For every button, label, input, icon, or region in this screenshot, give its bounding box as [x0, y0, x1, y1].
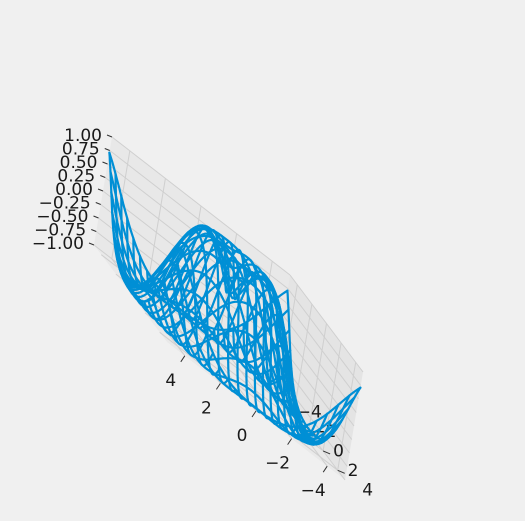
x-tick-mark [322, 465, 328, 473]
x-tick-mark [215, 383, 221, 390]
wire-line-constant-x [169, 229, 245, 400]
wire-line-constant-x [126, 217, 202, 347]
z-tick-mark [100, 175, 106, 178]
wire-line-constant-y [110, 191, 291, 364]
grid-line [285, 301, 359, 400]
z-tick-mark [88, 242, 95, 246]
x-tick-mark [251, 410, 257, 418]
z-tick-label: 0.75 [62, 140, 100, 160]
z-tick-label: −1.00 [32, 234, 84, 254]
z-tick-mark [102, 161, 108, 165]
wire-line-constant-x [153, 224, 229, 385]
z-tick-mark [104, 148, 110, 151]
grid-line [287, 288, 362, 386]
z-tick-label: 1.00 [64, 126, 102, 146]
y-tick-label: 2 [348, 461, 359, 481]
z-tick-mark [95, 202, 101, 205]
x-tick-label: −2 [265, 454, 290, 474]
grid-line [109, 150, 289, 289]
z-tick-label: −0.75 [34, 221, 86, 241]
grid-line [282, 315, 357, 413]
x-tick-label: 2 [201, 398, 212, 418]
wire-line-constant-x [286, 289, 362, 441]
wire-line-constant-y [169, 269, 350, 442]
z-tick-label: 0.50 [60, 153, 98, 173]
grid-line [289, 274, 364, 373]
z-tick-mark [97, 188, 104, 192]
x-tick-label: 0 [237, 426, 248, 446]
z-tick-label: −0.50 [36, 207, 88, 227]
z-tick-mark [106, 134, 113, 138]
y-tick-mark [337, 469, 345, 474]
grid-line [111, 136, 291, 276]
wire-line-constant-x [178, 234, 254, 407]
z-tick-label: 0.25 [57, 167, 95, 187]
z-tick-mark [91, 229, 97, 232]
wire-line-constant-x [203, 258, 280, 426]
y-tick-mark [322, 450, 331, 455]
x-tick-mark [180, 355, 186, 363]
wire-line-constant-x [108, 151, 184, 303]
z-tick-label: −0.25 [39, 194, 91, 214]
z-tick-mark [93, 215, 99, 219]
y-tick-label: 0 [333, 442, 344, 462]
wire-line-constant-x [146, 229, 222, 376]
wire-line-constant-x [232, 314, 308, 439]
x-tick-mark [287, 438, 293, 445]
y-tick-label: 4 [362, 480, 373, 500]
wire-line-constant-x [120, 195, 196, 334]
x-tick-label: −4 [301, 481, 326, 501]
x-tick-label: 4 [165, 371, 176, 391]
z-tick-label: 0.00 [55, 180, 93, 200]
wire-line-constant-y [152, 296, 333, 446]
